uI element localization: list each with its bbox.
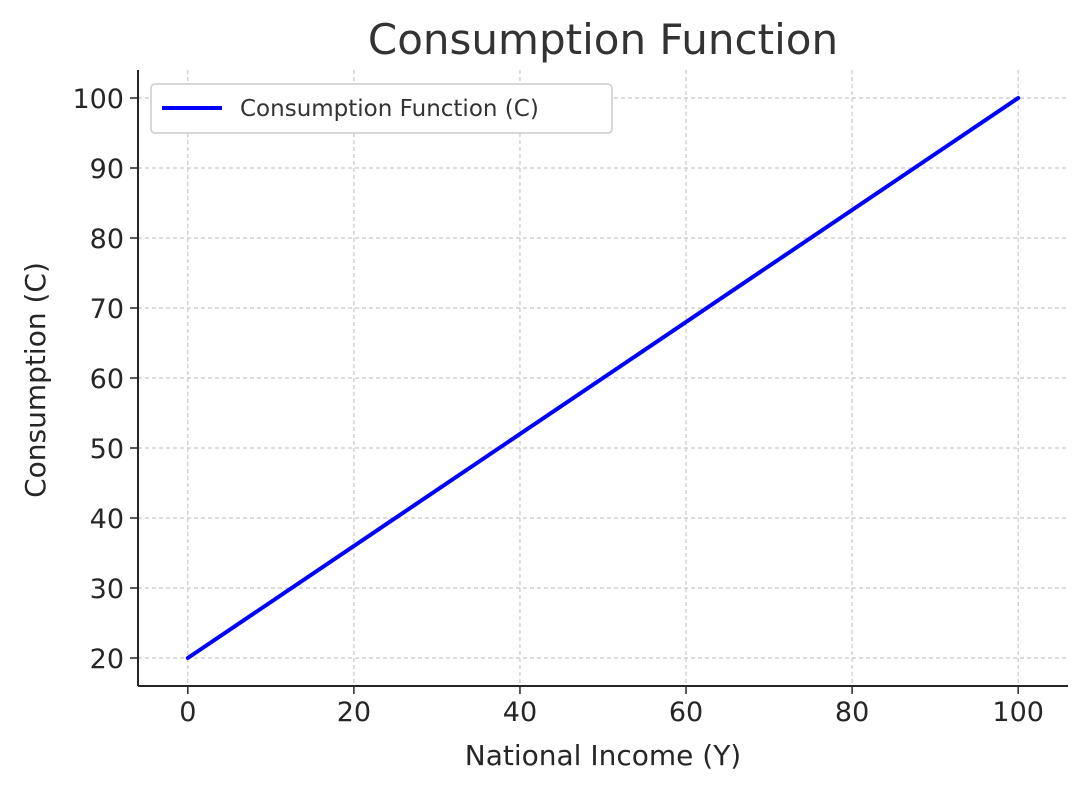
legend-box [150, 83, 613, 134]
x-tick-label: 20 [337, 697, 371, 728]
x-axis-ticks: 0 20 40 60 80 100 [179, 686, 1044, 728]
y-tick-label: 20 [90, 644, 124, 675]
legend: Consumption Function (C) [150, 83, 613, 134]
legend-label-consumption: Consumption Function (C) [240, 96, 539, 122]
x-tick-label: 80 [835, 697, 869, 728]
x-tick-label: 100 [992, 697, 1044, 728]
x-tick-label: 60 [669, 697, 703, 728]
chart-title: Consumption Function [368, 15, 838, 64]
y-tick-label: 100 [72, 84, 124, 115]
y-tick-label: 90 [90, 154, 124, 185]
x-tick-label: 0 [179, 697, 196, 728]
y-axis-label: Consumption (C) [19, 262, 52, 498]
y-tick-label: 50 [90, 434, 124, 465]
y-axis-ticks: 20 30 40 50 60 70 80 90 100 [72, 84, 138, 675]
series-line-consumption [185, 96, 1021, 660]
y-tick-label: 40 [90, 504, 124, 535]
y-tick-label: 30 [90, 574, 124, 605]
series-layer [185, 96, 1021, 660]
y-tick-label: 80 [90, 224, 124, 255]
x-axis-label: National Income (Y) [465, 739, 741, 772]
x-tick-label: 40 [503, 697, 537, 728]
y-tick-label: 60 [90, 364, 124, 395]
y-tick-label: 70 [90, 294, 124, 325]
